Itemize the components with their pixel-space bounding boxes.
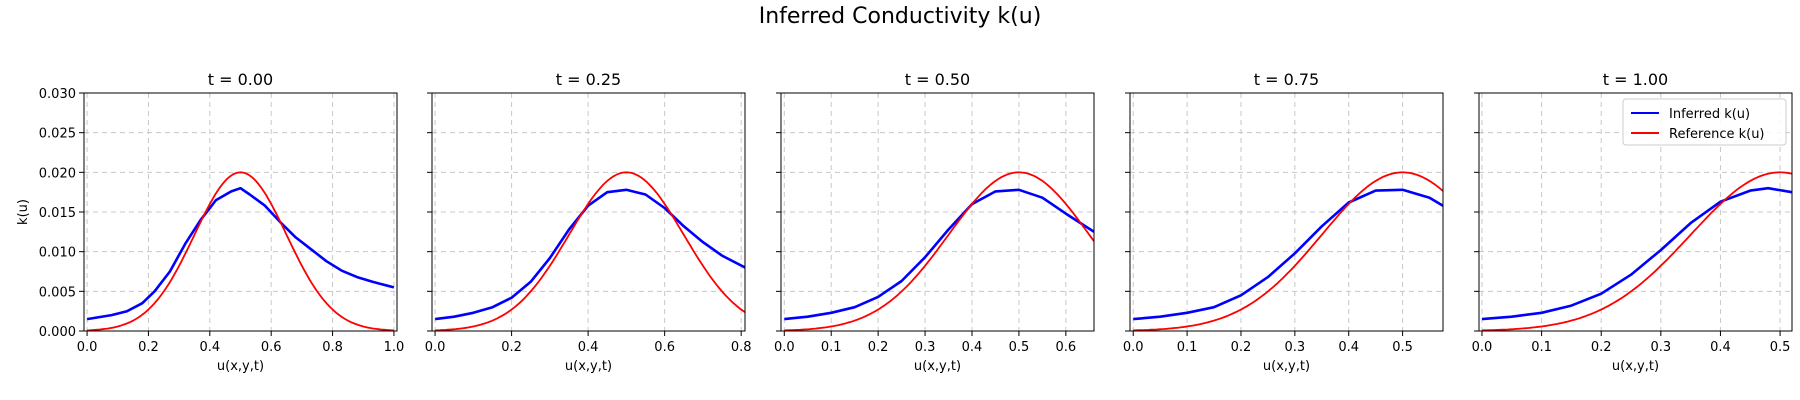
x-tick-label: 0.4 <box>199 340 220 355</box>
x-tick-label: 0.2 <box>868 340 889 355</box>
x-tick-label: 0.1 <box>821 340 842 355</box>
x-axis-label: u(x,y,t) <box>1612 359 1659 374</box>
y-tick-label: 0.025 <box>39 127 76 142</box>
y-tick-label: 0.000 <box>39 325 76 340</box>
panel-title: t = 0.25 <box>556 70 621 89</box>
y-tick-label: 0.030 <box>39 87 76 102</box>
inferred-line <box>1482 188 1792 319</box>
x-tick-label: 0.3 <box>915 340 936 355</box>
y-tick-label: 0.015 <box>39 206 76 221</box>
chart-panel-1: 0.0 0.2 0.4 0.6 0.8 1.0 0.000 0.005 0.010 0.015 0.… <box>16 70 404 374</box>
x-axis-label: u(x,y,t) <box>217 359 264 374</box>
x-tick-label: 0.0 <box>77 340 98 355</box>
x-tick-label: 0.3 <box>1285 340 1306 355</box>
x-tick-label: 0.6 <box>654 340 675 355</box>
x-tick-label: 0.5 <box>1392 340 1413 355</box>
inferred-line <box>784 190 1094 319</box>
legend-label: Inferred k(u) <box>1669 107 1750 122</box>
chart-panel-4: 0.0 0.1 0.2 0.3 0.4 0.5 t = 0.75 u(x,y,t) <box>1123 70 1443 374</box>
x-axis-label: u(x,y,t) <box>1263 359 1310 374</box>
x-tick-label: 0.5 <box>1770 340 1791 355</box>
x-tick-label: 0.8 <box>731 340 752 355</box>
panel-title: t = 0.00 <box>208 70 273 89</box>
x-axis-label: u(x,y,t) <box>565 359 612 374</box>
y-axis-label: k(u) <box>16 199 31 225</box>
x-tick-label: 1.0 <box>384 340 405 355</box>
y-tick-label: 0.010 <box>39 246 76 261</box>
y-tick-label: 0.020 <box>39 166 76 181</box>
chart-panel-3: 0.0 0.1 0.2 0.3 0.4 0.5 0.6 t = 0.50 u(x,y,t) <box>774 70 1094 374</box>
x-tick-label: 0.4 <box>1338 340 1359 355</box>
inferred-line <box>435 190 745 319</box>
panel-title: t = 0.50 <box>905 70 970 89</box>
x-tick-label: 0.0 <box>1123 340 1144 355</box>
x-tick-label: 0.3 <box>1650 340 1671 355</box>
x-tick-label: 0.2 <box>1231 340 1252 355</box>
x-tick-label: 0.4 <box>1710 340 1731 355</box>
panel-title: t = 1.00 <box>1603 70 1668 89</box>
legend-label: Reference k(u) <box>1669 127 1765 142</box>
x-tick-label: 0.0 <box>425 340 446 355</box>
chart-panel-2: 0.0 0.2 0.4 0.6 0.8 t = 0.25 u(x,y,t) <box>425 70 752 374</box>
x-tick-label: 0.4 <box>962 340 983 355</box>
x-tick-label: 0.0 <box>1472 340 1493 355</box>
x-tick-label: 0.6 <box>261 340 282 355</box>
x-tick-label: 0.5 <box>1009 340 1030 355</box>
x-tick-label: 0.1 <box>1177 340 1198 355</box>
legend: Inferred k(u) Reference k(u) <box>1623 99 1786 145</box>
x-tick-label: 0.6 <box>1056 340 1077 355</box>
x-tick-label: 0.2 <box>1591 340 1612 355</box>
x-axis-label: u(x,y,t) <box>914 359 961 374</box>
x-tick-label: 0.8 <box>322 340 343 355</box>
chart-panel-5: 0.0 0.1 0.2 0.3 0.4 0.5 t = 1.00 u(x,y,t) Inferr… <box>1472 70 1792 374</box>
inferred-line <box>87 188 394 319</box>
x-tick-label: 0.0 <box>774 340 795 355</box>
x-tick-label: 0.2 <box>138 340 159 355</box>
x-tick-label: 0.1 <box>1531 340 1552 355</box>
x-tick-label: 0.4 <box>578 340 599 355</box>
inferred-line <box>1133 190 1443 319</box>
panel-title: t = 0.75 <box>1254 70 1319 89</box>
x-tick-label: 0.2 <box>501 340 522 355</box>
y-tick-label: 0.005 <box>39 285 76 300</box>
